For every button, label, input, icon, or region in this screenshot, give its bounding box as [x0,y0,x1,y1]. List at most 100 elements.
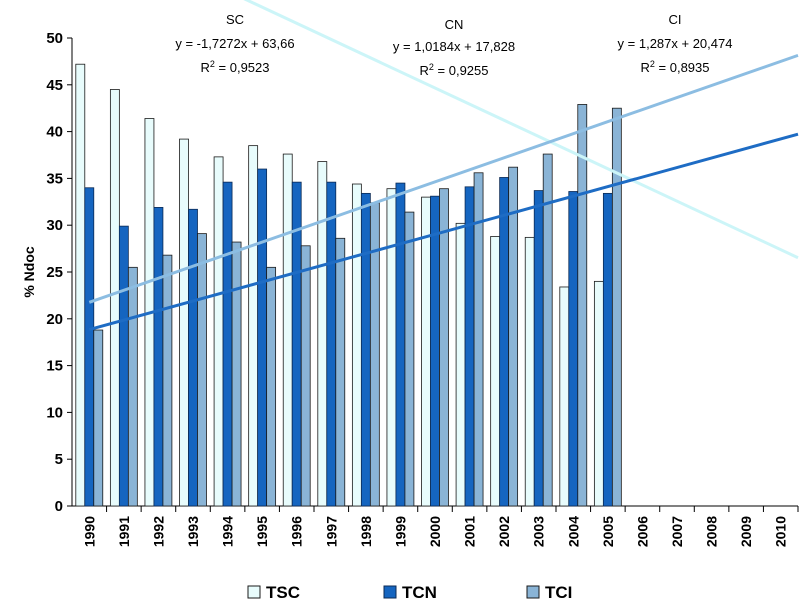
x-tick-label: 1999 [392,516,408,547]
y-tick-label: 20 [46,311,63,328]
bar-tcn-1994 [222,181,233,507]
annotation-cn: CN y = 1,0184x + 17,828 R2 = 0,9255 [393,17,515,78]
trendline-tsc [243,0,799,260]
bar-tsc-1990 [75,63,86,507]
bar-tcn-1991 [118,225,129,507]
y-tick-label: 35 [46,170,63,187]
trendline-tci [88,53,799,304]
annotation-ci-name: CI [669,12,682,27]
bar-tsc-1996 [282,153,293,507]
bar-tsc-1991 [109,89,120,507]
annotation-sc-name: SC [226,12,244,27]
x-tick-label: 1991 [116,516,132,547]
x-tick-label: 2002 [496,516,512,547]
bar-tci-1990 [93,329,104,507]
legend-label-tci: TCI [545,583,572,602]
x-tick-label: 1997 [323,516,339,547]
annotation-cn-r2: R2 = 0,9255 [420,62,489,78]
y-tick-label: 45 [46,77,63,94]
annotation-cn-name: CN [445,17,464,32]
bar-tsc-2001 [455,222,466,507]
y-tick-label: 30 [46,217,63,234]
x-tick-label: 2001 [462,516,478,547]
x-tick-label: 1994 [220,516,236,547]
bar-tci-1995 [266,266,277,507]
bar-tsc-1999 [386,188,397,507]
y-tick-label: 5 [55,451,63,468]
bar-tsc-1998 [351,183,362,507]
bar-tcn-1993 [188,208,198,507]
bars-layer [75,63,622,507]
y-tick-label: 25 [46,264,63,281]
bar-tsc-1997 [317,161,328,507]
trendlines-layer [88,0,799,332]
bar-tci-2002 [508,166,519,507]
bar-tcn-2003 [533,190,544,507]
annotation-sc: SC y = -1,7272x + 63,66 R2 = 0,9523 [175,12,294,75]
legend-label-tcn: TCN [402,583,437,602]
bar-tcn-1999 [395,182,406,507]
bar-tci-2005 [611,107,622,507]
x-tick-label: 2000 [427,516,443,547]
y-tick-label: 0 [55,498,63,515]
bar-tsc-2002 [490,236,501,507]
bar-tci-1998 [369,202,380,507]
annotation-sc-equation: y = -1,7272x + 63,66 [175,36,294,51]
bar-tcn-2001 [464,186,475,507]
bar-tsc-1995 [248,145,259,507]
bar-tsc-2000 [421,196,431,507]
x-tick-label: 2009 [738,516,754,547]
bar-tcn-1995 [257,168,268,507]
bar-tci-1993 [197,233,207,507]
bar-tci-2003 [542,153,553,507]
annotation-ci-equation: y = 1,287x + 20,474 [618,36,733,51]
y-tick-label: 50 [46,30,63,47]
bar-tsc-1994 [213,156,224,507]
bar-tci-1994 [231,241,242,507]
bar-tci-1997 [335,237,346,507]
x-tick-label: 1993 [185,516,201,547]
y-tick-label: 15 [46,358,63,375]
x-tick-label: 2004 [565,516,581,547]
annotation-sc-r2: R2 = 0,9523 [201,59,270,75]
bar-tcn-2004 [568,191,579,507]
bar-tsc-2005 [593,280,604,507]
x-tick-label: 1995 [254,516,270,547]
bar-tsc-2004 [559,286,570,507]
bar-tcn-1997 [326,181,337,507]
y-tick-label: 10 [46,404,63,421]
x-tick-label: 1990 [81,516,97,547]
bar-tcn-2000 [430,195,440,507]
x-tick-label: 2007 [669,516,685,547]
bar-tcn-1998 [360,192,371,507]
x-tick-label: 2003 [531,516,547,547]
bar-tsc-2003 [524,236,535,507]
y-tick-label: 40 [46,124,63,141]
annotation-ci-r2: R2 = 0,8935 [641,59,710,75]
legend: TSC TCN TCI [247,583,572,602]
bar-tci-2001 [473,172,484,507]
legend-swatch-tsc [247,585,261,599]
x-tick-label: 2006 [634,516,650,547]
x-tick-label: 1996 [289,516,305,547]
y-axis-label: % Ndoc [21,246,37,298]
bar-tci-1991 [127,266,138,507]
legend-label-tsc: TSC [266,583,300,602]
bar-tci-2000 [439,188,449,507]
labels-layer: 0 5 10 15 20 25 30 35 40 45 50 1990 1991 1992 1993 1994… [46,30,788,547]
x-tick-label: 2008 [704,516,720,547]
x-tick-label: 2010 [773,516,789,547]
trendline-tcn [88,132,799,332]
bar-tcn-1992 [153,207,164,507]
x-tick-label: 1998 [358,516,374,547]
bar-tcn-2002 [499,177,510,507]
bar-tci-1999 [404,211,415,507]
x-tick-label: 1992 [150,516,166,547]
bar-tci-1996 [300,245,311,507]
x-tick-label: 2005 [600,516,616,547]
legend-swatch-tcn [383,585,397,599]
bar-tci-2004 [577,104,588,507]
annotation-ci: CI y = 1,287x + 20,474 R2 = 0,8935 [618,12,733,75]
bar-tsc-1993 [179,138,189,507]
